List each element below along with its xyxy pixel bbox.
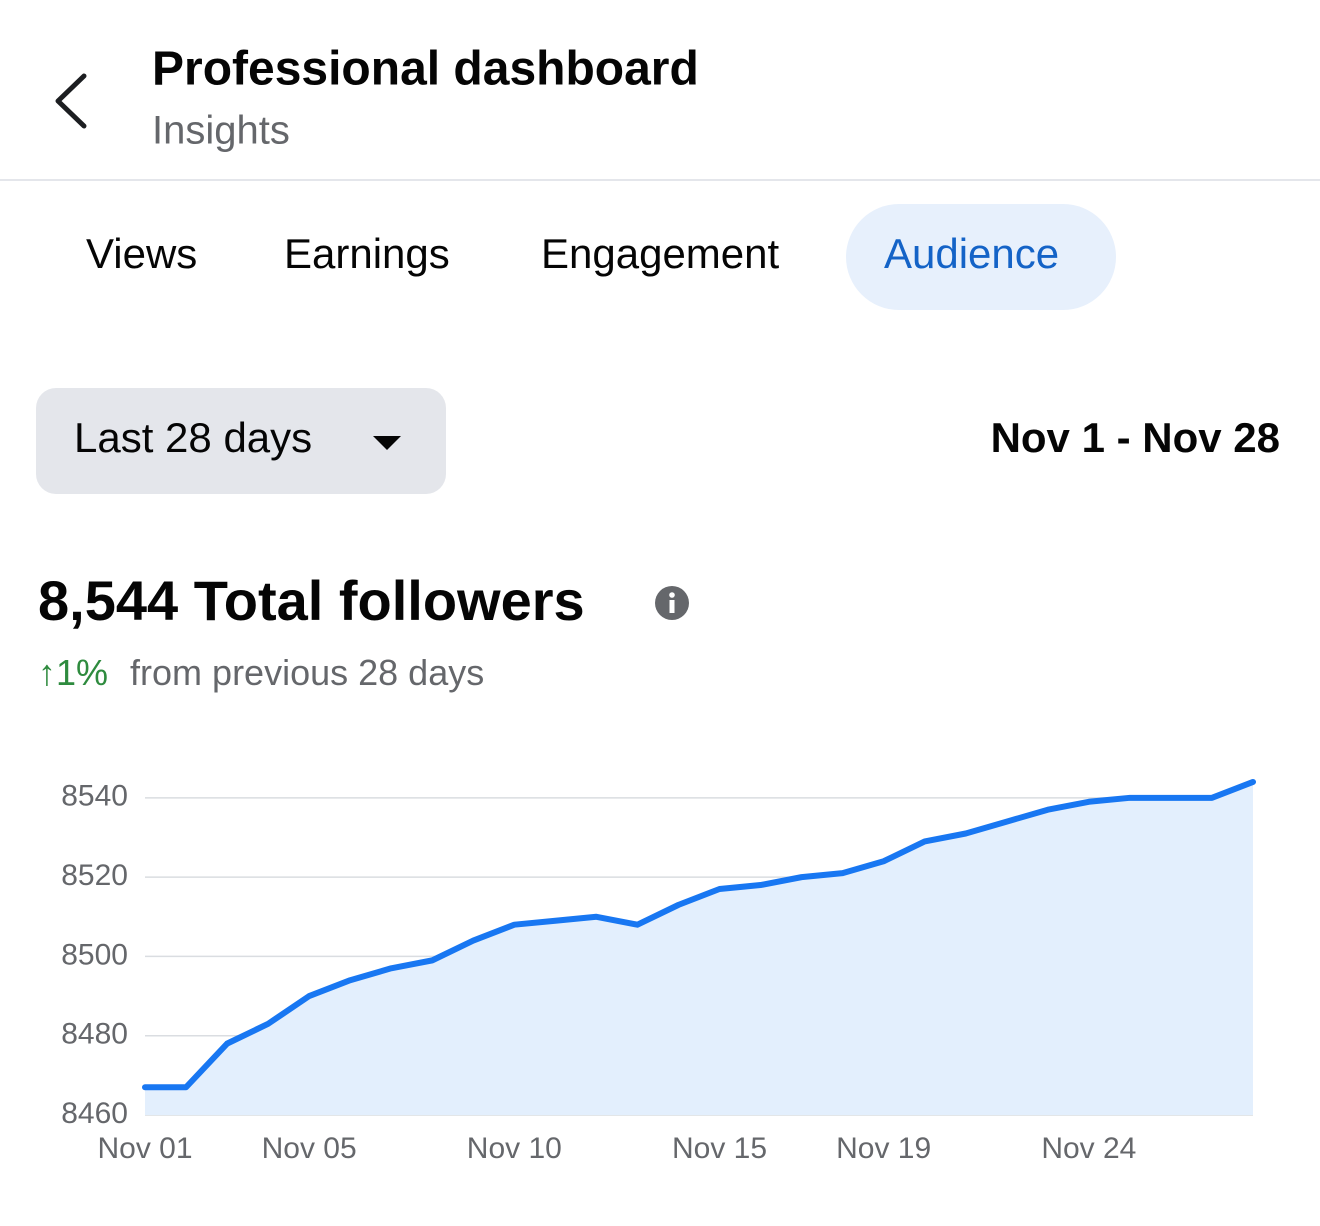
x-tick-label: Nov 15	[672, 1132, 767, 1165]
x-tick-label: Nov 01	[97, 1132, 192, 1165]
dropdown-caret	[373, 436, 401, 450]
change-value: ↑1%	[38, 652, 108, 693]
y-tick-label: 8460	[61, 1097, 128, 1130]
info-icon[interactable]	[655, 586, 689, 620]
x-tick-label: Nov 24	[1041, 1132, 1136, 1165]
info-dot	[669, 592, 675, 598]
tab-bar: Views Earnings Engagement Audience	[86, 204, 1116, 310]
tab[interactable]: Audience	[884, 230, 1059, 277]
back-button[interactable]	[55, 73, 87, 129]
tab[interactable]: Engagement	[541, 230, 780, 277]
x-tick-label: Nov 10	[467, 1132, 562, 1165]
chart: 8460 8480 8500 8520 8540 Nov 01 Nov 05 Nov 10 No…	[61, 778, 1256, 1165]
change-line: ↑1% from previous 28 days	[38, 652, 484, 693]
info-bar	[669, 600, 675, 613]
tab[interactable]: Earnings	[284, 230, 450, 277]
y-tick-label: 8540	[61, 780, 128, 813]
area	[145, 781, 1253, 1115]
page-title: Professional dashboard	[152, 43, 699, 96]
active-tab-bg	[846, 204, 1116, 310]
x-tick-label: Nov 05	[262, 1132, 357, 1165]
tab[interactable]: Views	[86, 230, 197, 277]
y-tick-label: 8480	[61, 1018, 128, 1051]
x-tick-label: Nov 19	[836, 1132, 931, 1165]
total-followers: 8,544 Total followers	[38, 569, 585, 632]
change-text: from previous 28 days	[130, 652, 484, 693]
y-tick-label: 8520	[61, 859, 128, 892]
y-tick-label: 8500	[61, 938, 128, 971]
range-label: Last 28 days	[74, 414, 312, 461]
page-subtitle: Insights	[152, 109, 290, 153]
range-dropdown[interactable]	[36, 388, 446, 494]
date-range: Nov 1 - Nov 28	[991, 414, 1280, 461]
line	[142, 778, 1256, 1091]
